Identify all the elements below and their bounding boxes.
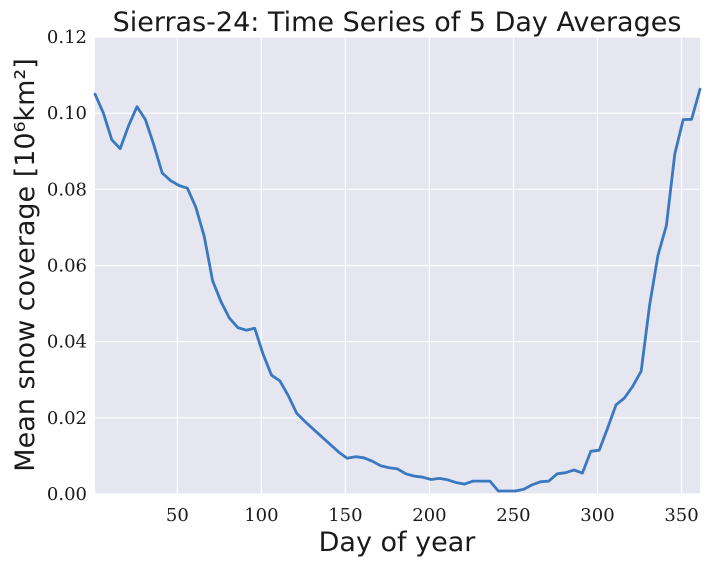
chart-title: Sierras-24: Time Series of 5 Day Average… — [113, 7, 682, 38]
y-axis-label: Mean snow coverage [10⁶km²] — [10, 58, 41, 471]
snow-coverage-series-line — [93, 87, 702, 493]
grid-lines — [95, 36, 700, 495]
y-tick-label: 0.04 — [47, 332, 87, 353]
x-tick-label: 100 — [244, 505, 278, 526]
x-tick-label: 50 — [166, 505, 189, 526]
x-tick-label: 350 — [664, 505, 698, 526]
x-axis-label: Day of year — [319, 527, 477, 558]
y-tick-label: 0.02 — [47, 408, 87, 429]
y-tick-label: 0.06 — [47, 256, 87, 277]
y-axis-ticks: 0.00 0.02 0.04 0.06 0.08 0.10 0.12 — [47, 27, 87, 505]
series-layer — [93, 87, 702, 493]
y-tick-label: 0.00 — [47, 484, 87, 505]
y-tick-label: 0.08 — [47, 179, 87, 200]
x-tick-label: 250 — [496, 505, 530, 526]
x-tick-label: 150 — [328, 505, 362, 526]
y-tick-label: 0.10 — [47, 103, 87, 124]
x-axis-ticks: 50 100 150 200 250 300 350 — [166, 505, 699, 526]
x-tick-label: 300 — [580, 505, 614, 526]
x-tick-label: 200 — [412, 505, 446, 526]
y-tick-label: 0.12 — [47, 27, 87, 48]
